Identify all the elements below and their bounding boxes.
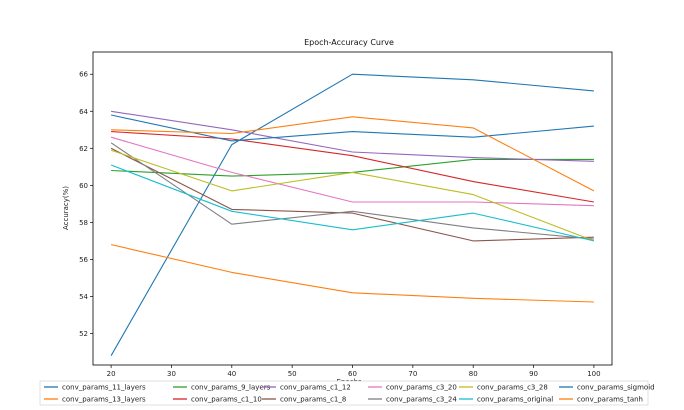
x-tick-label: 20 (107, 370, 116, 378)
legend-frame (39, 380, 649, 406)
series-line-conv-params-original (110, 164, 595, 242)
y-tick-label: 56 (79, 256, 88, 264)
x-tick-label: 50 (288, 370, 297, 378)
y-axis-label: Accuracy(%) (62, 186, 70, 230)
legend-label: conv_params_13_layers (62, 396, 146, 404)
legend-label: conv_params_c3_24 (386, 396, 457, 404)
series-line-conv-params-sigmoid (110, 114, 594, 142)
legend-label: conv_params_c1_10 (191, 396, 262, 404)
legend-label: conv_params_c1_8 (280, 396, 346, 404)
y-tick-label: 60 (79, 182, 88, 190)
y-tick-label: 66 (79, 71, 88, 79)
series-line-conv-params-c1-8 (110, 147, 594, 242)
x-tick-label: 80 (469, 370, 478, 378)
x-tick-label: 70 (408, 370, 417, 378)
plot-area-frame (92, 51, 613, 366)
legend-label: conv_params_c3_28 (477, 384, 548, 392)
legend-label: conv_params_9_layers (191, 384, 271, 392)
chart-legend: conv_params_11_layers conv_params_13_laye… (39, 380, 655, 406)
series-line-conv-params-9-layers (111, 158, 594, 177)
series-line-conv-params-c3-24 (110, 142, 594, 240)
series-line-conv-params-c1-10 (111, 131, 594, 203)
x-tick-label: 90 (529, 370, 538, 378)
series-line-conv-params-c3-20 (110, 136, 594, 207)
series-line-conv-params-c3-28 (110, 149, 595, 242)
legend-label: conv_params_tanh (577, 396, 643, 404)
legend-label: conv_params_sigmoid (577, 384, 655, 392)
legend-label: conv_params_11_layers (62, 384, 146, 392)
x-tick-label: 40 (227, 370, 236, 378)
series-line-conv-params-13-layers (110, 244, 594, 303)
series-lines (110, 73, 595, 356)
chart-title: Epoch-Accuracy Curve (304, 38, 394, 47)
y-tick-label: 62 (79, 145, 88, 153)
legend-label: conv_params_c1_12 (280, 384, 351, 392)
legend-label: conv_params_original (477, 396, 553, 404)
y-tick-label: 64 (79, 108, 88, 116)
series-line-conv-params-c1-12 (111, 110, 594, 162)
y-tick-label: 52 (79, 330, 88, 338)
series-line-conv-params-tanh (111, 116, 595, 192)
y-tick-label: 58 (79, 219, 88, 227)
series-line-conv-params-11-layers (110, 73, 594, 356)
x-tick-label: 30 (167, 370, 176, 378)
axis-ticks: 20 30 40 50 60 70 80 90 100 52 54 56 58 60 62 64 66 (79, 71, 601, 378)
x-tick-label: 100 (587, 370, 600, 378)
y-tick-label: 54 (79, 293, 88, 301)
x-tick-label: 60 (348, 370, 357, 378)
legend-label: conv_params_c3_20 (386, 384, 457, 392)
